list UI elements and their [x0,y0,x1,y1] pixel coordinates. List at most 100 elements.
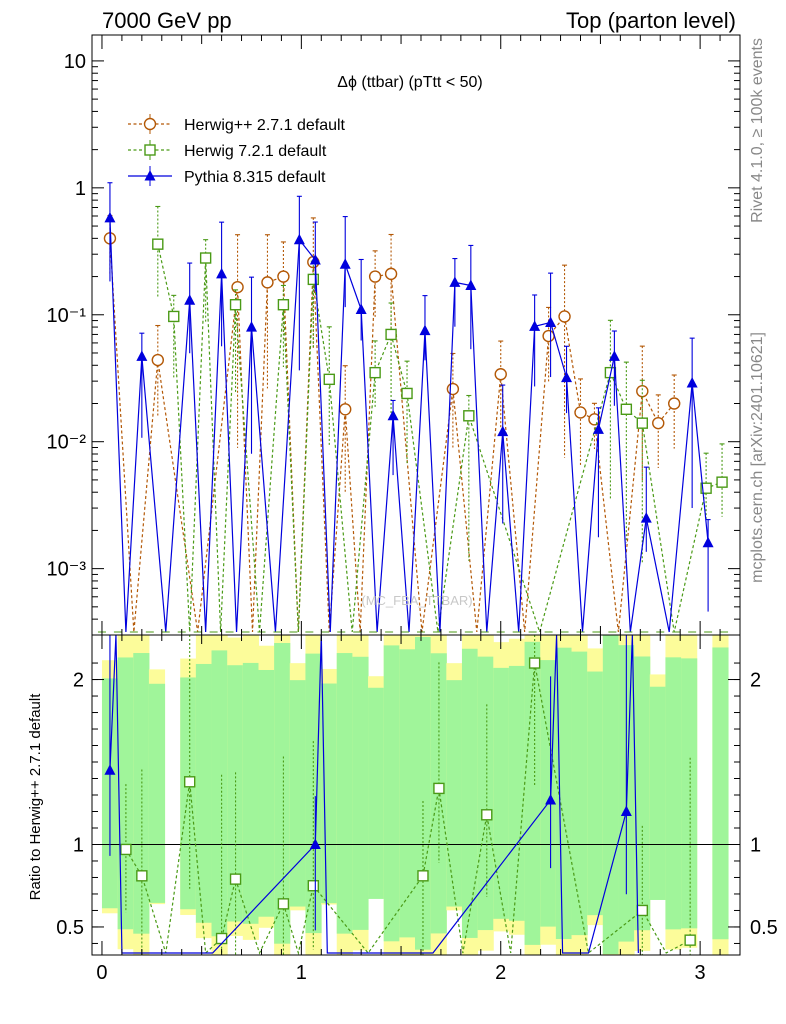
xtick-label: 1 [296,962,307,984]
ratio-ylabel: Ratio to Herwig++ 2.7.1 default [27,693,44,901]
data-point [309,254,321,265]
ratio-pythia [104,634,639,954]
uncertainty-band-inner [180,677,197,910]
ratio-point [307,880,320,892]
ratio-line [125,662,691,956]
ratio-point [183,776,196,788]
ratio-point [309,838,321,849]
plot-title: Δϕ (ttbar) (pTtt < 50) [337,74,482,91]
data-point [592,423,604,434]
uncertainty-band-inner [587,671,604,916]
ratio-point [481,809,493,821]
data-point [636,384,649,398]
data-point [339,258,351,269]
legend-label: Herwig 7.2.1 default [184,143,327,160]
uncertainty-band-inner [477,656,494,931]
uncertainty-band-inner [446,680,463,907]
uncertainty-band-inner [148,683,166,903]
series-line [157,244,723,635]
data-point [608,350,620,361]
data-point [136,350,148,361]
ratio-ytick-label: 0.5 [56,917,84,939]
uncertainty-band-inner [274,643,291,944]
ytick-label: 10⁻¹ [47,305,87,327]
data-point [151,353,164,367]
data-point [561,371,573,383]
uncertainty-band-inner [383,645,400,942]
data-point [277,270,290,283]
ytick-label: 1 [75,178,86,200]
data-point [369,366,381,379]
data-point [216,267,228,279]
data-point [384,267,398,281]
data-point [636,417,649,429]
uncertainty-band-inner [681,658,698,929]
xtick-label: 2 [495,962,506,984]
data-point [293,233,305,245]
data-point [529,320,541,331]
uncertainty-band-inner [242,662,259,924]
data-point [355,303,367,315]
data-point [368,270,382,283]
header-process: Top (parton level) [566,8,736,33]
uncertainty-band-inner [602,635,619,955]
data-point [465,279,477,291]
legend-label: Pythia 8.315 default [184,169,326,186]
uncertainty-band-inner [665,657,682,930]
data-point [652,416,665,430]
data-point [494,368,507,381]
data-point [542,329,555,343]
legend: Herwig++ 2.7.1 default Herwig 7.2.1 defau… [128,114,346,186]
uncertainty-band-inner [712,647,729,940]
xtick-label: 0 [96,962,107,984]
xtick-label: 3 [695,962,706,984]
uncertainty-band-inner [352,656,369,930]
header-energy: 7000 GeV pp [102,8,232,33]
data-point [558,310,571,323]
ytick-label: 10⁻³ [47,559,87,581]
data-point [104,211,116,223]
uncertainty-band-inner [336,653,353,934]
data-point [545,316,557,327]
data-point [588,413,601,426]
ratio-point [229,873,242,885]
ytick-label: 10⁻² [47,432,87,454]
uncertainty-band-inner [540,660,557,927]
ratio-point [136,870,148,882]
data-point [702,536,714,548]
data-point [199,252,212,264]
data-point [229,299,242,311]
uncertainty-band-inner [195,663,213,923]
uncertainty-band-inner [555,647,573,940]
ratio-ytick-label: 1 [73,834,84,856]
data-point [339,403,352,416]
ratio-point [545,793,557,805]
ratio-ytick-label: 2 [73,670,84,692]
series-line [109,217,709,633]
data-point [323,373,335,386]
ratio-point [684,934,696,946]
legend-marker [144,170,156,181]
uncertainty-band-inner [289,680,306,907]
uncertainty-band-inner [211,650,228,937]
ytick-label: 10 [64,51,86,73]
data-point [246,321,258,332]
data-point [387,409,399,421]
ratio-ytick-label-right: 0.5 [750,917,778,939]
ratio-ytick-label-right: 2 [750,670,761,692]
uncertainty-band-inner [461,648,479,938]
data-point [497,425,509,437]
legend-marker [144,144,156,156]
ratio-point [636,904,649,917]
ratio-point [277,898,290,910]
series-pythia [104,182,714,633]
ratio-point [120,843,132,856]
data-point [620,403,633,415]
data-point [419,324,431,336]
data-point [446,382,460,396]
series-herwig7 [152,205,728,635]
uncertainty-band-inner [571,651,588,936]
data-point [307,273,320,286]
uncertainty-band-inner [493,667,510,919]
